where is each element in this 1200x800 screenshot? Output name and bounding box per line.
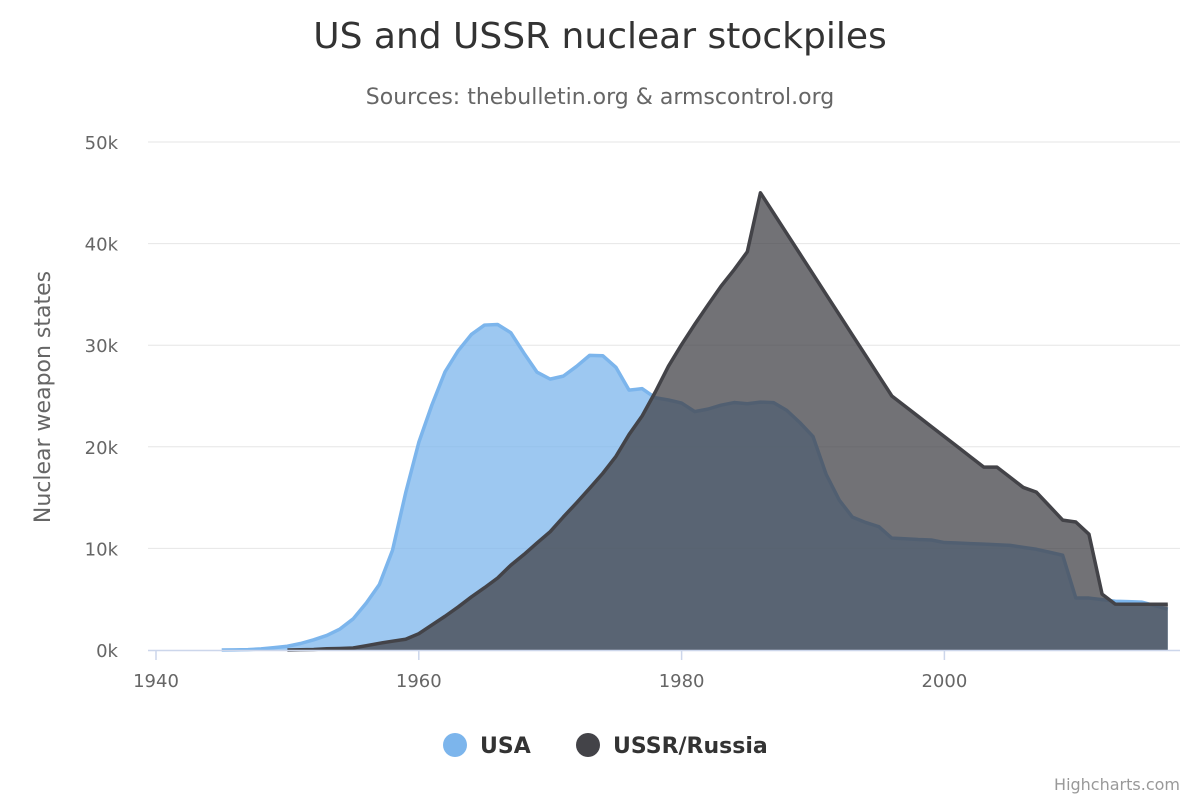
series-ussr[interactable] (287, 191, 1168, 652)
y-tick-label: 50k (85, 133, 119, 154)
chart-subtitle: Sources: thebulletin.org & armscontrol.o… (366, 85, 834, 110)
y-tick-label: 20k (85, 438, 119, 459)
legend-item-ussr[interactable]: USSR/Russia (576, 733, 768, 759)
y-axis-labels: 0k 10k 20k 30k 40k 50k (85, 133, 119, 662)
y-tick-label: 40k (85, 235, 119, 256)
x-tick-label: 1940 (133, 671, 179, 692)
chart-title: US and USSR nuclear stockpiles (313, 16, 887, 57)
legend-item-usa[interactable]: USA (443, 733, 531, 759)
series-ussr-line (287, 191, 1168, 652)
y-tick-label: 30k (85, 336, 119, 357)
legend: USA USSR/Russia (443, 733, 768, 759)
legend-usa-marker (443, 733, 467, 757)
legend-ussr-label: USSR/Russia (613, 734, 768, 759)
x-tick-label: 2000 (921, 671, 967, 692)
y-tick-label: 10k (85, 539, 119, 560)
y-tick-label: 0k (96, 641, 118, 662)
credits-link[interactable]: Highcharts.com (1054, 775, 1180, 794)
legend-ussr-marker (576, 733, 600, 757)
x-axis: 1940 1960 1980 2000 (133, 649, 1180, 692)
x-tick-label: 1980 (659, 671, 705, 692)
legend-usa-label: USA (480, 734, 531, 759)
series-ussr-area (287, 192, 1168, 651)
x-tick-label: 1960 (396, 671, 442, 692)
y-axis-title: Nuclear weapon states (31, 271, 56, 523)
plot-area (221, 191, 1169, 652)
